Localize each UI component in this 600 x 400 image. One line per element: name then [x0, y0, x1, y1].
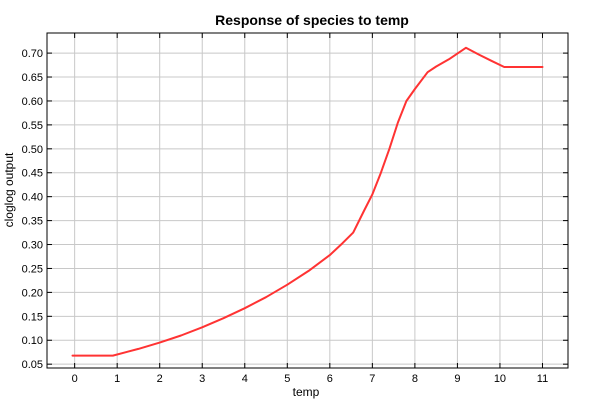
response-curve-point [159, 342, 161, 344]
x-tick-label: 5 [284, 373, 290, 385]
response-curve-point [448, 58, 450, 60]
axis-ticks: 0 1 2 3 4 5 6 7 8 9 10 11 0.05 0.10 0.15 0.20 0.25 0.30 0.… [22, 33, 568, 385]
grid-lines [47, 33, 568, 368]
y-tick-label: 0.60 [22, 96, 43, 108]
response-curve-point [137, 348, 139, 350]
series-layer [71, 46, 544, 357]
response-curve-point [112, 355, 114, 357]
y-tick-label: 0.20 [22, 287, 43, 299]
response-curve-point [352, 232, 354, 234]
response-curve-point [405, 100, 407, 102]
x-tick-label: 9 [454, 373, 460, 385]
response-curve-point [380, 172, 382, 174]
response-curve-point [414, 88, 416, 90]
response-curve-point [435, 66, 437, 67]
y-tick-label: 0.10 [22, 335, 43, 347]
y-tick-label: 0.05 [22, 359, 43, 371]
x-tick-label: 10 [494, 373, 506, 385]
x-tick-label: 0 [72, 373, 78, 385]
response-curve-point [427, 71, 429, 73]
y-tick-label: 0.70 [22, 48, 43, 60]
response-curve-point [265, 296, 267, 298]
response-curve-point [371, 193, 373, 195]
response-curve-point [286, 284, 288, 286]
plot-frame [46, 32, 569, 369]
y-tick-label: 0.30 [22, 240, 43, 252]
y-tick-label: 0.15 [22, 311, 43, 323]
y-tick-label: 0.50 [22, 144, 43, 156]
y-axis-label: cloglog output [2, 152, 16, 227]
response-curve-point [223, 317, 225, 319]
response-curve-point [329, 254, 331, 256]
response-curve-point [465, 47, 467, 49]
x-tick-label: 3 [199, 373, 205, 385]
y-tick-label: 0.25 [22, 263, 43, 275]
x-tick-label: 4 [242, 373, 248, 385]
chart-title: Response of species to temp [215, 12, 409, 28]
response-curve-point [201, 326, 203, 328]
y-tick-label: 0.55 [22, 120, 43, 132]
response-curve-point [478, 54, 480, 56]
y-tick-label: 0.65 [22, 72, 43, 84]
y-tick-label: 0.45 [22, 168, 43, 180]
response-curve-point [490, 60, 492, 62]
response-curve-line [71, 46, 544, 357]
y-tick-label: 0.40 [22, 192, 43, 204]
response-curve-point [342, 242, 344, 244]
response-curve-point [503, 66, 505, 68]
response-curve-point [541, 66, 543, 68]
response-curve-point [363, 210, 365, 212]
x-tick-label: 1 [114, 373, 120, 385]
x-tick-label: 8 [412, 373, 418, 385]
response-curve-point [308, 270, 310, 272]
x-tick-label: 2 [157, 373, 163, 385]
x-tick-label: 11 [537, 373, 548, 385]
response-curve-point [397, 121, 399, 123]
response-curve-point [388, 148, 390, 150]
response-curve-point [180, 334, 182, 336]
response-curve-point [520, 66, 522, 68]
y-tick-label: 0.35 [22, 216, 43, 228]
x-tick-label: 7 [369, 373, 375, 385]
x-axis-label: temp [293, 385, 320, 399]
x-tick-label: 6 [327, 373, 333, 385]
response-curve-point [244, 307, 246, 309]
response-curve-point [72, 355, 74, 357]
